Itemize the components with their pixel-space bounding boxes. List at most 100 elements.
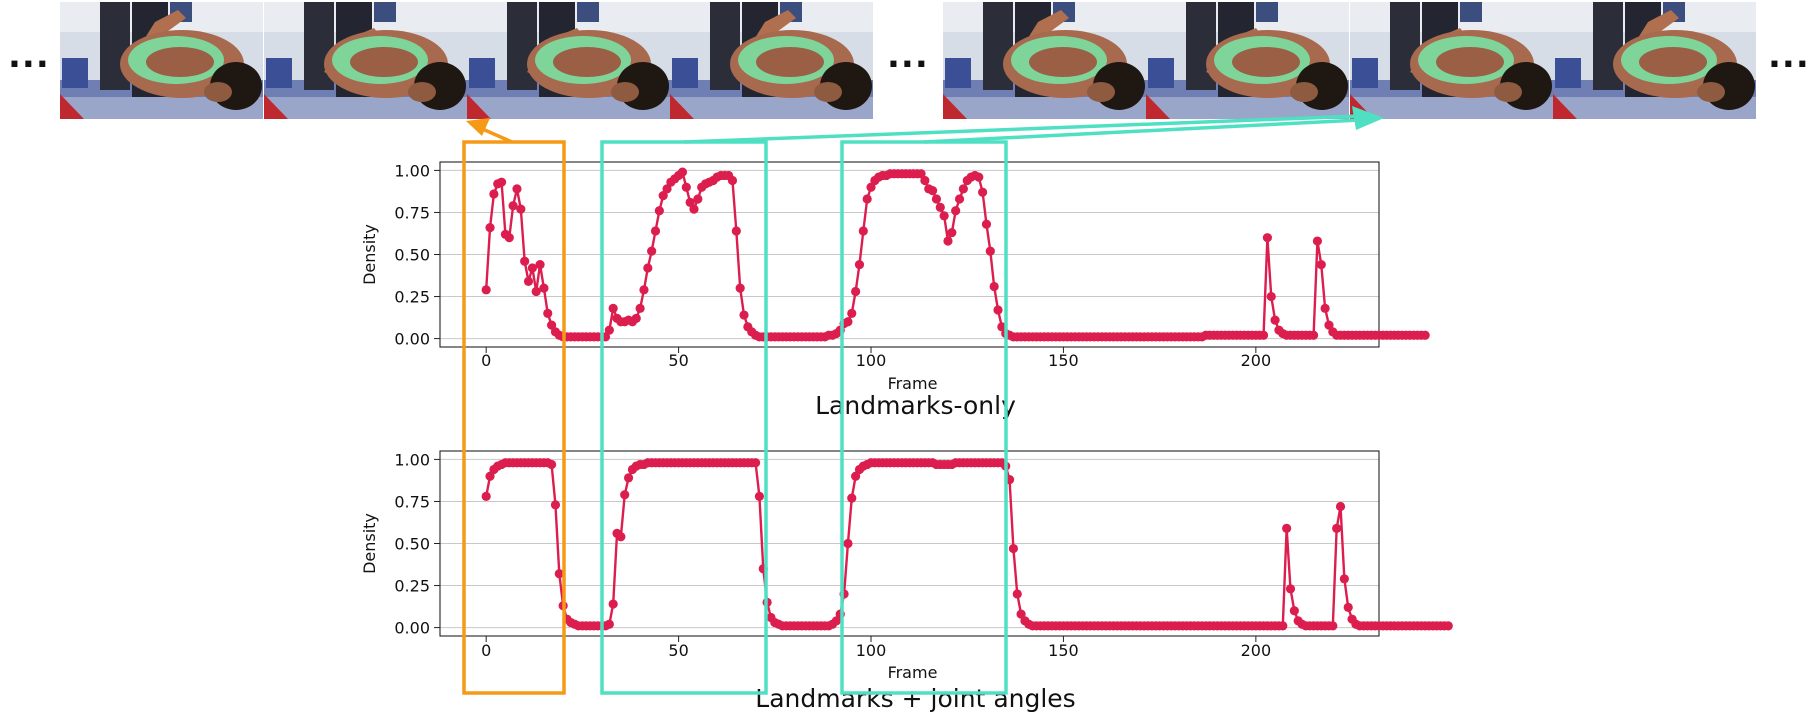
ellipsis-middle: ... bbox=[887, 36, 929, 76]
orange-arrowhead bbox=[466, 118, 490, 136]
x-tick-label: 150 bbox=[1048, 641, 1079, 660]
y-tick-label: 1.00 bbox=[394, 161, 430, 180]
density-series-markers bbox=[481, 458, 1453, 631]
data-point bbox=[681, 182, 691, 192]
video-frame-thumbnail bbox=[467, 2, 670, 119]
data-point bbox=[508, 201, 518, 211]
data-point bbox=[523, 276, 534, 287]
data-point bbox=[854, 259, 865, 270]
data-point bbox=[931, 194, 942, 204]
data-point bbox=[1008, 543, 1019, 554]
orange-highlight-box bbox=[462, 140, 566, 695]
data-point bbox=[608, 303, 618, 313]
data-point bbox=[485, 471, 495, 481]
data-point bbox=[1285, 584, 1296, 594]
data-point bbox=[1270, 315, 1280, 325]
density-chart-2: 0.00 0.25 0.50 0.75 1.00 0 50 100 150 200 Frame Den… bbox=[360, 450, 1453, 713]
x-axis-label: Frame bbox=[888, 663, 938, 682]
data-point bbox=[943, 236, 953, 246]
data-point bbox=[858, 226, 868, 236]
data-point bbox=[1328, 621, 1338, 631]
density-chart-1: 0.00 0.25 0.50 0.75 1.00 0 50 100 150 200 Frame Den… bbox=[360, 161, 1430, 420]
data-point bbox=[531, 286, 541, 297]
data-point bbox=[635, 303, 645, 313]
data-point bbox=[993, 305, 1003, 315]
data-point bbox=[862, 194, 872, 204]
data-point bbox=[851, 286, 861, 297]
x-tick-label: 200 bbox=[1241, 641, 1272, 660]
data-point bbox=[631, 313, 641, 324]
data-point bbox=[677, 167, 688, 177]
data-point bbox=[927, 185, 938, 196]
data-point bbox=[754, 491, 765, 502]
video-frame-thumbnail bbox=[943, 2, 1146, 119]
data-point bbox=[547, 459, 557, 470]
data-point bbox=[650, 226, 661, 236]
y-tick-label: 0.25 bbox=[394, 577, 430, 596]
y-tick-label: 0.00 bbox=[394, 619, 430, 638]
data-point bbox=[1316, 259, 1326, 270]
data-point bbox=[1308, 330, 1319, 340]
data-point bbox=[997, 322, 1007, 332]
data-point bbox=[608, 599, 618, 609]
data-point bbox=[543, 308, 553, 318]
data-point bbox=[527, 263, 537, 273]
data-point bbox=[689, 204, 699, 214]
y-tick-label: 0.25 bbox=[394, 288, 430, 307]
data-point bbox=[554, 569, 564, 579]
data-point bbox=[739, 310, 749, 320]
data-point bbox=[843, 538, 853, 549]
ellipsis-left: ... bbox=[8, 36, 50, 76]
data-point bbox=[1258, 330, 1269, 340]
data-point bbox=[1266, 291, 1276, 302]
x-axis-label: Frame bbox=[888, 374, 938, 393]
x-tick-label: 100 bbox=[856, 641, 887, 660]
data-point bbox=[481, 491, 491, 502]
data-point bbox=[851, 471, 861, 481]
video-frame-thumbnail bbox=[60, 2, 263, 119]
data-point bbox=[978, 187, 988, 197]
data-point bbox=[1282, 523, 1292, 533]
y-tick-label: 0.50 bbox=[394, 535, 430, 554]
data-point bbox=[735, 283, 745, 293]
data-point bbox=[1289, 606, 1299, 616]
x-tick-label: 150 bbox=[1048, 351, 1079, 370]
data-point bbox=[1312, 236, 1323, 246]
data-point bbox=[489, 189, 499, 199]
data-point bbox=[866, 182, 876, 192]
data-point bbox=[485, 222, 495, 233]
data-point bbox=[1016, 609, 1026, 619]
data-point bbox=[1320, 303, 1330, 313]
data-point bbox=[939, 211, 949, 221]
y-tick-label: 0.00 bbox=[394, 330, 430, 349]
data-point bbox=[831, 616, 841, 626]
data-point bbox=[654, 206, 664, 216]
data-point bbox=[520, 256, 530, 266]
y-tick-label: 0.75 bbox=[394, 492, 430, 511]
data-point bbox=[847, 308, 857, 318]
data-point bbox=[958, 184, 968, 194]
data-point bbox=[693, 194, 703, 204]
data-point bbox=[547, 320, 557, 330]
data-point bbox=[1278, 621, 1288, 631]
teal-highlight-box-1 bbox=[600, 140, 768, 695]
chart-title: Landmarks + joint angles bbox=[755, 684, 1075, 713]
x-tick-label: 100 bbox=[856, 351, 887, 370]
data-point bbox=[843, 317, 853, 327]
x-tick-label: 0 bbox=[481, 641, 491, 660]
data-point bbox=[1339, 574, 1349, 584]
y-axis-label: Density bbox=[360, 513, 379, 574]
data-point bbox=[662, 184, 672, 194]
x-tick-label: 0 bbox=[481, 351, 491, 370]
data-point bbox=[847, 493, 857, 503]
video-frame-thumbnail bbox=[264, 2, 467, 119]
data-point bbox=[604, 325, 614, 335]
data-point bbox=[920, 175, 930, 186]
data-point bbox=[1335, 501, 1346, 512]
data-point bbox=[658, 191, 668, 201]
density-series-markers bbox=[481, 167, 1430, 342]
data-point bbox=[1332, 523, 1342, 533]
data-point bbox=[516, 204, 526, 214]
data-point bbox=[954, 194, 965, 204]
data-point bbox=[974, 172, 984, 182]
